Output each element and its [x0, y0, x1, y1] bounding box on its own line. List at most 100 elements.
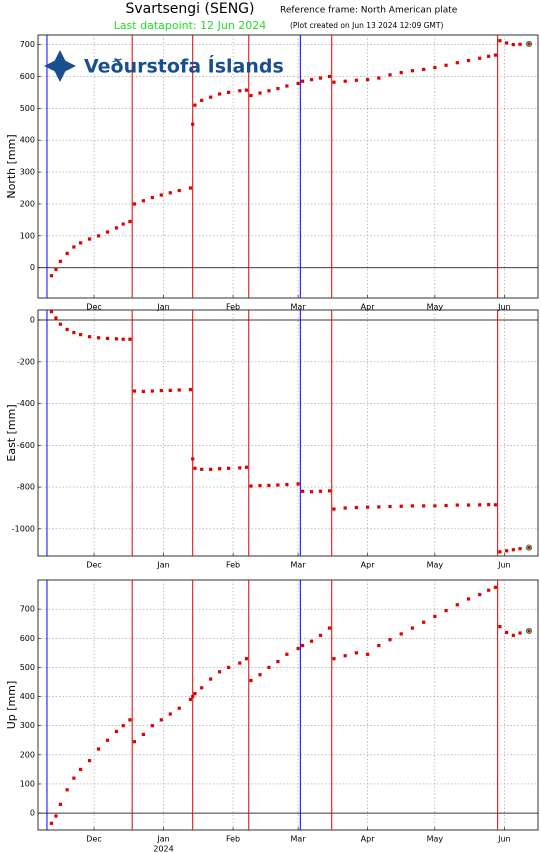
data-point — [433, 614, 437, 619]
data-point — [114, 729, 119, 734]
data-point — [444, 608, 448, 613]
data-point — [121, 222, 125, 226]
data-point — [105, 738, 110, 742]
data-point — [141, 732, 145, 737]
y-axis-label: North [mm] — [5, 134, 18, 198]
data-point — [478, 592, 482, 597]
data-point — [249, 93, 253, 98]
x-tick-label: Apr — [361, 303, 376, 312]
data-point — [105, 336, 110, 341]
last-point-marker — [525, 40, 533, 48]
data-point — [177, 388, 181, 392]
data-point — [54, 316, 58, 320]
data-point — [72, 245, 76, 249]
data-point — [487, 503, 491, 507]
data-point — [511, 42, 515, 47]
data-point — [487, 588, 491, 592]
logo-icon — [44, 60, 60, 72]
logo-icon — [60, 60, 76, 72]
y-axis-label: East [mm] — [5, 404, 18, 461]
x-tick-label: Mar — [291, 835, 307, 844]
data-point — [377, 76, 381, 80]
data-point — [128, 718, 132, 722]
plot-created: (Plot created on Jun 13 2024 12:09 GMT) — [290, 21, 443, 30]
data-point — [455, 603, 459, 607]
data-point — [218, 92, 222, 96]
data-point — [96, 234, 101, 238]
y-tick-label: 700 — [20, 605, 35, 614]
data-point — [527, 546, 531, 550]
data-point — [54, 267, 58, 271]
data-point — [399, 632, 403, 636]
data-point — [159, 718, 163, 722]
last-datapoint: Last datapoint: 12 Jun 2024 — [114, 19, 267, 32]
x-tick-label: Feb — [226, 835, 240, 844]
data-point — [399, 71, 403, 75]
data-point — [65, 251, 69, 255]
data-point — [318, 633, 323, 637]
data-point — [527, 42, 531, 46]
data-point — [285, 482, 289, 487]
data-point — [58, 322, 63, 326]
data-point — [209, 467, 213, 471]
data-point — [209, 677, 213, 681]
x-tick-label: Mar — [291, 561, 307, 570]
y-axis-label: Up [mm] — [5, 681, 18, 730]
data-point — [527, 629, 531, 633]
y-tick-label: -400 — [17, 399, 35, 408]
data-point — [150, 389, 154, 393]
data-point — [327, 74, 332, 79]
data-point — [332, 657, 336, 661]
y-tick-label: 300 — [20, 721, 35, 730]
x-tick-label: Mar — [291, 303, 307, 312]
x-tick-label: Jan — [156, 303, 169, 312]
data-point — [377, 505, 381, 509]
data-point — [300, 79, 305, 83]
data-point — [493, 503, 497, 507]
x-tick-label: Feb — [226, 561, 240, 570]
data-point — [79, 241, 83, 245]
data-point — [177, 706, 181, 710]
x-tick-label: Dec — [86, 561, 101, 570]
data-point — [332, 80, 336, 84]
y-tick-label: -200 — [17, 357, 35, 366]
data-point — [267, 665, 271, 670]
data-point — [505, 549, 509, 553]
data-point — [132, 740, 137, 744]
y-tick-label: 0 — [30, 316, 35, 325]
data-point — [141, 199, 145, 203]
data-point — [422, 504, 426, 508]
data-point — [132, 389, 137, 393]
data-point — [150, 195, 154, 200]
y-tick-label: 0 — [30, 263, 35, 272]
data-point — [354, 505, 358, 510]
data-point — [354, 78, 358, 82]
data-point — [258, 673, 262, 677]
data-point — [72, 330, 76, 335]
logo-text: Veðurstofa Íslands — [84, 55, 284, 78]
data-point — [238, 466, 242, 470]
data-point — [200, 467, 204, 471]
y-tick-label: 700 — [20, 40, 35, 49]
data-point — [478, 56, 482, 60]
data-point — [388, 638, 392, 642]
data-point — [168, 191, 172, 195]
x-tick-label: May — [427, 303, 444, 312]
data-point — [87, 759, 92, 763]
y-tick-label: 300 — [20, 168, 35, 177]
data-point — [327, 489, 332, 493]
data-point — [332, 507, 336, 511]
plot-frame — [37, 579, 539, 831]
data-point — [132, 202, 137, 206]
data-point — [177, 188, 181, 193]
data-point — [226, 466, 231, 470]
data-point — [218, 670, 222, 674]
data-point — [226, 90, 231, 94]
data-point — [300, 489, 305, 493]
data-point — [498, 550, 502, 554]
data-point — [193, 103, 197, 107]
data-point — [493, 585, 497, 589]
plot-frame — [37, 309, 539, 557]
x-tick-label: Dec — [86, 835, 101, 844]
